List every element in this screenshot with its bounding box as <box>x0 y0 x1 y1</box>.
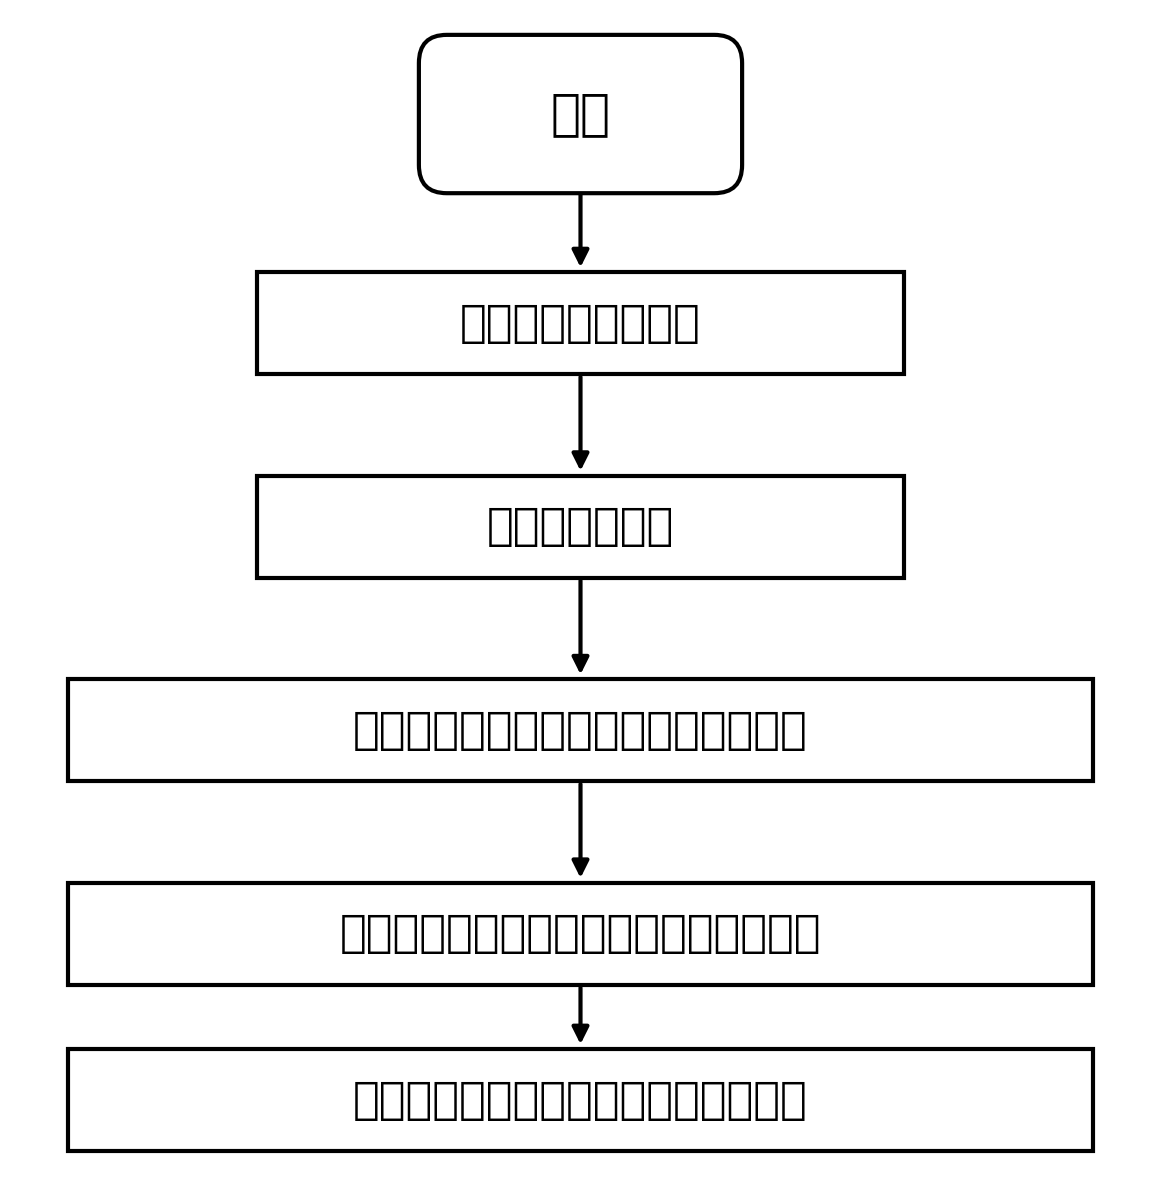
FancyBboxPatch shape <box>258 476 903 577</box>
Text: 进行数据的统计分析，并绘制效应曲线图: 进行数据的统计分析，并绘制效应曲线图 <box>340 913 821 955</box>
Text: 设计影响因素水平表: 设计影响因素水平表 <box>460 302 701 345</box>
Text: 开始: 开始 <box>550 90 611 138</box>
FancyBboxPatch shape <box>67 1050 1094 1151</box>
Text: 生成正交试验表: 生成正交试验表 <box>486 505 675 548</box>
FancyBboxPatch shape <box>67 884 1094 985</box>
FancyBboxPatch shape <box>419 35 742 193</box>
Text: 得到降低电缆支架涡流损耗的最优方案: 得到降低电缆支架涡流损耗的最优方案 <box>353 1079 808 1121</box>
FancyBboxPatch shape <box>258 272 903 375</box>
FancyBboxPatch shape <box>67 680 1094 781</box>
Text: 有限元仿真得到电缆支架上的涡流损耗: 有限元仿真得到电缆支架上的涡流损耗 <box>353 709 808 752</box>
